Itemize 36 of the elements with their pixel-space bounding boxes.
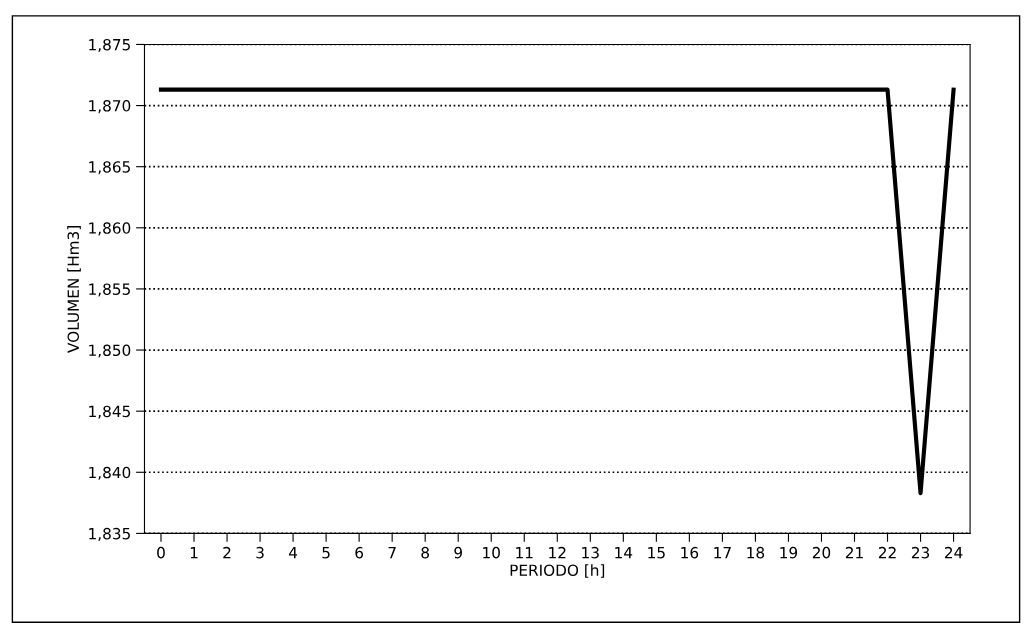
x-tick-label: 7	[388, 547, 396, 559]
x-tick-label: 18	[747, 546, 765, 559]
y-tick-label: 1,870	[89, 100, 131, 114]
x-tick-label: 17	[714, 547, 731, 559]
x-tick-label: 2	[223, 546, 231, 559]
x-tick-label: 13	[582, 546, 599, 559]
x-tick-label: 0	[157, 546, 165, 559]
x-tick-label: 24	[944, 546, 963, 559]
x-tick-label: 8	[421, 546, 429, 559]
x-tick-label: 20	[812, 546, 831, 559]
x-axis-title: PERIODO [h]	[510, 564, 605, 578]
y-axis-title: VOLUMEN [Hm3]	[67, 226, 81, 353]
x-tick-label: 22	[878, 546, 896, 559]
x-tick-label: 5	[322, 547, 330, 559]
x-tick-label: 1	[190, 547, 198, 559]
x-tick-label: 19	[780, 546, 798, 559]
x-tick-label: 12	[549, 546, 566, 559]
y-tick-label: 1,875	[89, 38, 130, 53]
x-tick-label: 10	[483, 546, 500, 559]
y-tick-label: 1,855	[89, 283, 130, 297]
x-tick-label: 14	[615, 547, 633, 559]
x-tick-label: 16	[681, 546, 699, 559]
x-tick-label: 4	[288, 547, 298, 559]
y-tick-label: 1,835	[89, 527, 130, 541]
x-tick-label: 15	[648, 547, 665, 559]
x-tick-label: 23	[911, 546, 930, 559]
x-tick-label: 9	[454, 546, 462, 559]
x-tick-label: 21	[845, 546, 863, 559]
y-tick-label: 1,865	[89, 161, 130, 175]
y-tick-label: 1,840	[89, 466, 131, 480]
x-tick-label: 6	[355, 546, 364, 559]
y-tick-label: 1,850	[89, 344, 131, 358]
y-tick-label: 1,845	[89, 405, 130, 419]
x-tick-label: 3	[256, 546, 264, 559]
x-tick-label: 11	[516, 547, 533, 559]
y-tick-label: 1,860	[89, 222, 131, 236]
